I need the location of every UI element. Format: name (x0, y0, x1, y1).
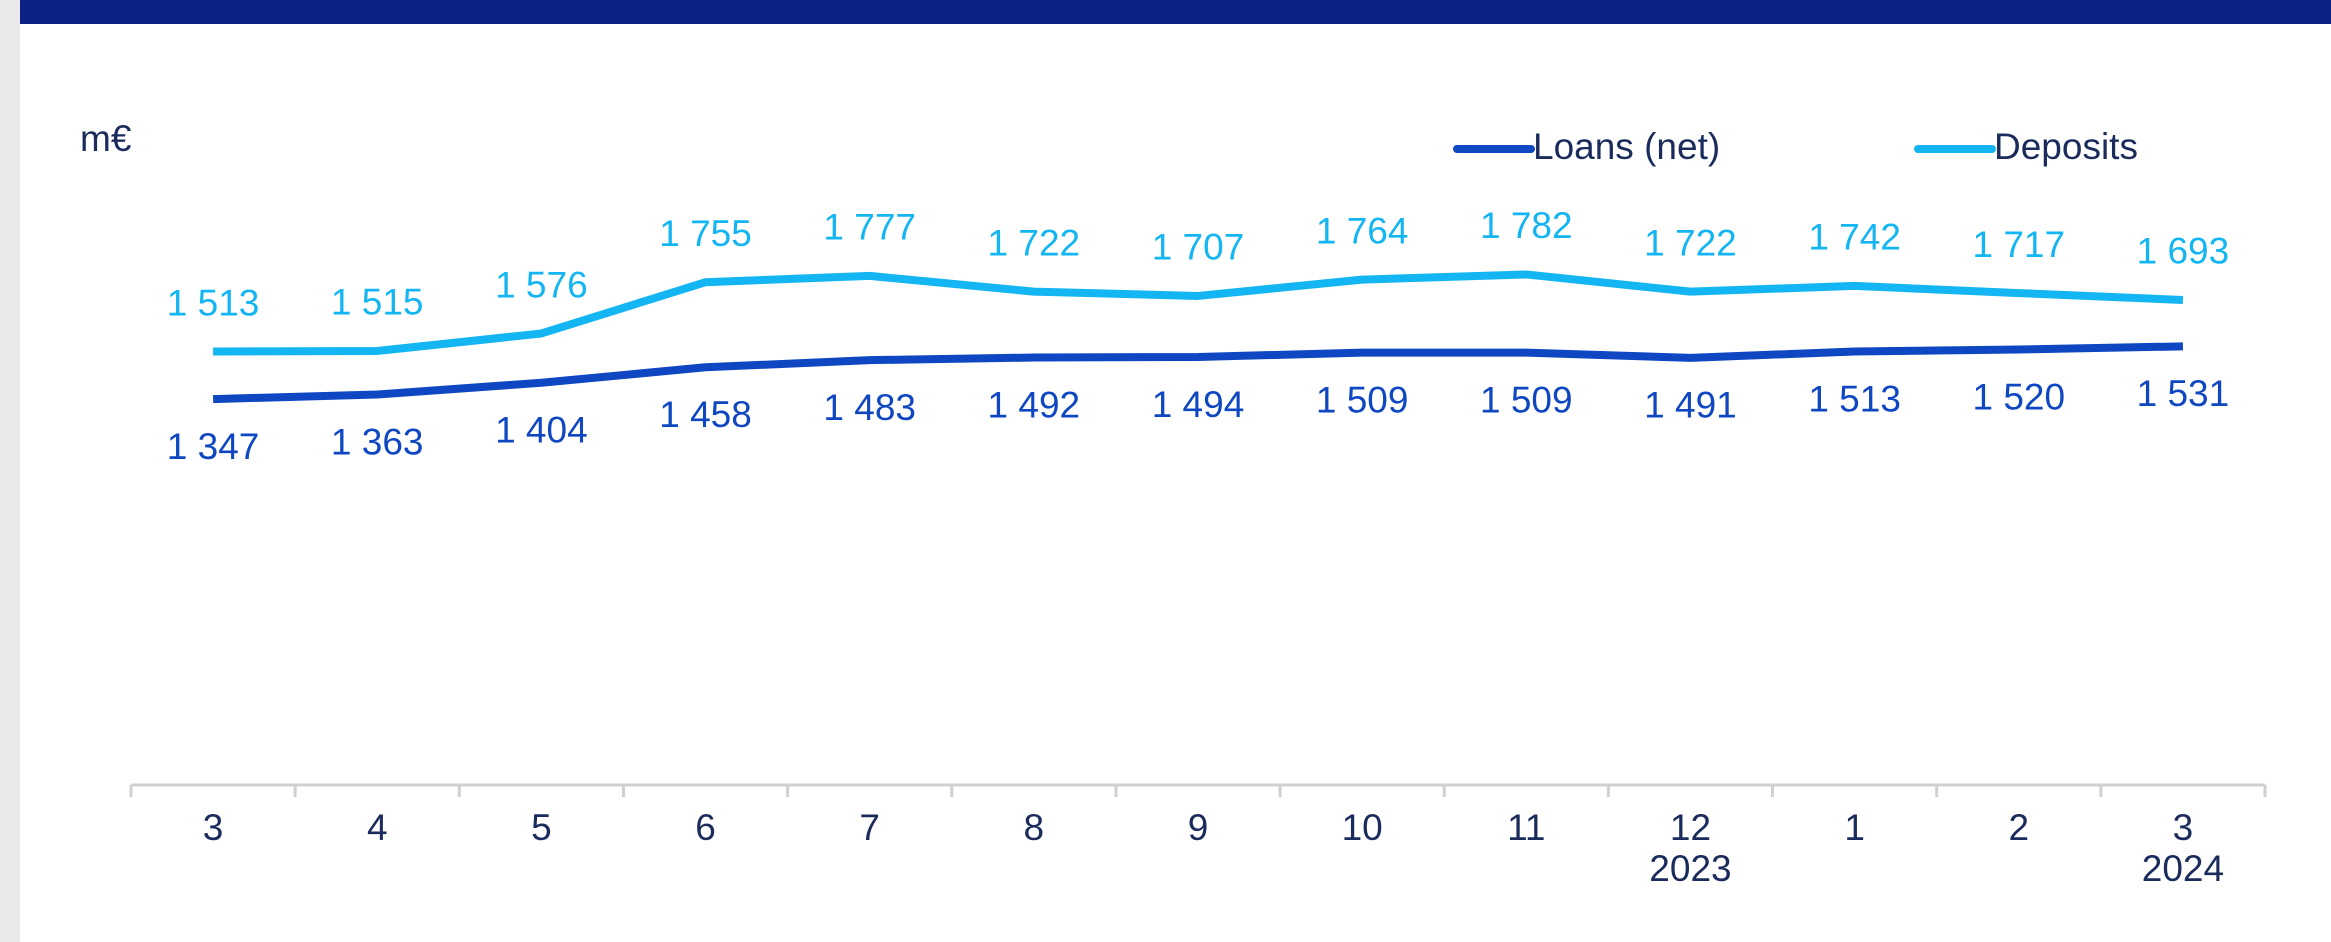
data-label: 1 404 (495, 410, 588, 451)
x-tick-label: 10 (1342, 807, 1383, 848)
header-bar (20, 0, 2331, 24)
data-label: 1 494 (1152, 384, 1245, 425)
data-label: 1 509 (1316, 379, 1409, 420)
x-year-label: 2024 (2142, 848, 2224, 889)
data-label: 1 755 (659, 213, 752, 254)
data-label: 1 764 (1316, 210, 1409, 251)
data-label: 1 742 (1808, 217, 1901, 258)
x-tick-label: 5 (531, 807, 552, 848)
x-tick-label: 1 (1844, 807, 1865, 848)
data-label: 1 347 (167, 426, 260, 467)
data-label: 1 777 (823, 207, 916, 248)
data-label: 1 513 (167, 282, 260, 323)
data-label: 1 717 (1972, 224, 2065, 265)
data-label: 1 782 (1480, 205, 1573, 246)
data-label: 1 531 (2137, 373, 2230, 414)
x-tick-label: 3 (203, 807, 224, 848)
data-label: 1 722 (1644, 222, 1737, 263)
series-line (212, 342, 2183, 404)
series-line (213, 270, 2184, 356)
x-tick-label: 3 (2173, 807, 2194, 848)
x-tick-label: 2 (2008, 807, 2029, 848)
data-label: 1 458 (659, 394, 752, 435)
x-tick-label: 8 (1024, 807, 1045, 848)
x-tick-label: 4 (367, 807, 388, 848)
data-label: 1 363 (331, 421, 424, 462)
unit-label: m€ (80, 118, 132, 159)
x-year-label: 2023 (1649, 848, 1731, 889)
data-label: 1 722 (988, 222, 1081, 263)
left-border (0, 0, 20, 942)
data-label: 1 491 (1644, 385, 1737, 426)
legend-label: Deposits (1994, 126, 2138, 167)
x-tick-label: 7 (859, 807, 880, 848)
x-tick-label: 6 (695, 807, 716, 848)
data-label: 1 707 (1152, 227, 1245, 268)
data-label: 1 483 (823, 387, 916, 428)
data-label: 1 576 (495, 264, 588, 305)
data-label: 1 513 (1808, 378, 1901, 419)
data-label: 1 520 (1972, 376, 2065, 417)
x-tick-label: 9 (1188, 807, 1209, 848)
x-tick-label: 11 (1507, 807, 1545, 848)
data-label: 1 693 (2137, 231, 2230, 272)
data-label: 1 492 (988, 384, 1081, 425)
data-label: 1 509 (1480, 379, 1573, 420)
x-tick-label: 12 (1670, 807, 1711, 848)
legend-label: Loans (net) (1533, 126, 1720, 167)
data-label: 1 515 (331, 282, 424, 323)
